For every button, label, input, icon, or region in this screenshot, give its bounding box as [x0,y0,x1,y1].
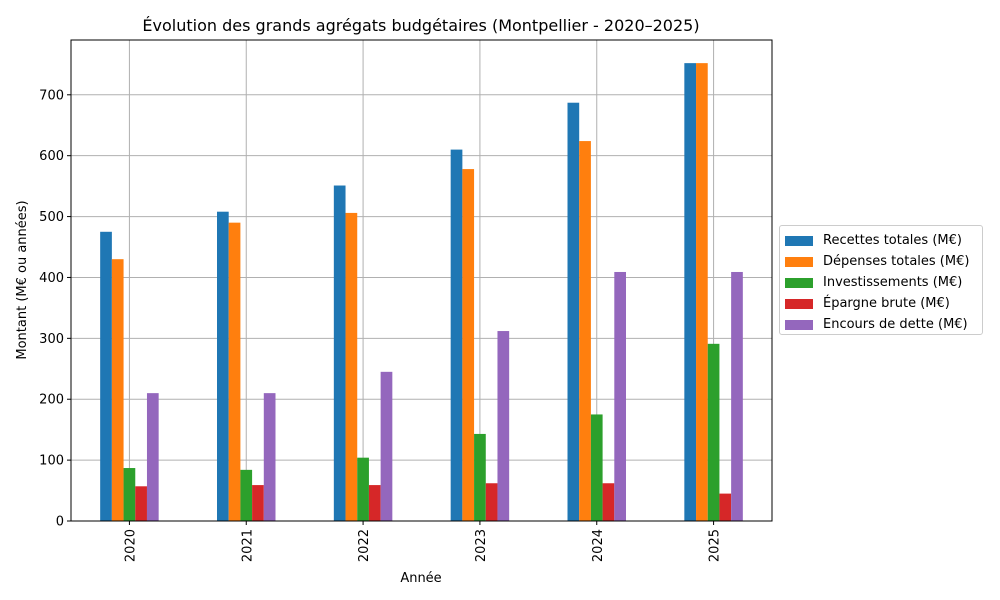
x-tick-label: 2024 [591,529,606,562]
legend-item: Épargne brute (M€) [780,293,982,314]
y-tick-label: 400 [39,271,64,286]
x-tick-label: 2022 [357,529,372,562]
axis-ticks: 0 100 200 300 400 500 600 700 2020 2021 2022 2023 20… [39,88,722,562]
bar-2021-series-4 [252,485,264,521]
bar-2023-series-1 [450,149,463,521]
bar-2024-series-3 [590,414,603,521]
legend-item: Investissements (M€) [780,272,982,293]
bar-2024-series-5 [614,271,626,521]
bar-2020-series-2 [111,259,124,521]
bar-2024-series-1 [567,102,580,522]
x-tick-label: 2023 [474,529,489,562]
x-axis-label: Année [400,571,441,586]
y-tick-label: 700 [39,88,64,103]
y-tick-label: 500 [39,210,64,225]
grid-lines [71,40,772,522]
x-tick-label: 2021 [240,529,255,562]
legend-item: Encours de dette (M€) [780,314,982,335]
chart-legend: Recettes totales (M€) Dépenses totales (M… [779,225,983,335]
bar-2020-series-1 [100,231,112,521]
x-tick-label: 2020 [123,529,138,562]
bar-2022-series-4 [368,485,381,521]
bar-2025-series-2 [696,63,708,521]
legend-label: Recettes totales (M€) [823,233,962,248]
y-tick-label: 600 [39,149,64,164]
y-tick-label: 100 [39,454,64,469]
bar-2025-series-1 [684,63,697,521]
bar-2025-series-4 [719,493,732,521]
bar-2021-series-1 [217,211,229,521]
legend-swatch [785,298,813,309]
bar-2020-series-5 [146,393,159,521]
y-axis-label: Montant (M€ ou années) [15,200,30,359]
legend-swatch [785,319,813,330]
chart-title: Évolution des grands agrégats budgétaire… [142,16,699,35]
legend-item: Recettes totales (M€) [780,230,982,251]
legend-label: Encours de dette (M€) [823,317,968,332]
legend-label: Investissements (M€) [823,275,963,290]
legend-swatch [785,256,813,267]
bar-2022-series-3 [357,457,369,521]
bar-2023-series-3 [474,433,486,521]
legend-label: Dépenses totales (M€) [823,254,970,269]
bar-2024-series-4 [602,483,615,521]
bar-2023-series-4 [485,483,498,521]
bar-2023-series-5 [497,331,510,521]
bar-2021-series-5 [263,393,276,521]
bar-2022-series-2 [345,212,358,522]
bar-2020-series-3 [123,468,136,521]
bar-2022-series-1 [333,185,346,522]
y-tick-label: 0 [56,515,64,530]
y-tick-label: 300 [39,332,64,347]
bar-2021-series-3 [240,469,253,521]
bars [100,63,743,522]
plot-frame [70,39,773,522]
y-tick-label: 200 [39,393,64,408]
bar-2021-series-2 [228,222,241,521]
bar-2022-series-5 [380,371,393,521]
bar-2025-series-5 [731,271,743,521]
bar-2023-series-2 [462,169,475,521]
x-tick-label: 2025 [708,529,723,562]
bar-2020-series-4 [135,486,147,521]
legend-item: Dépenses totales (M€) [780,251,982,272]
legend-swatch [785,235,813,246]
legend-label: Épargne brute (M€) [823,296,950,311]
bar-2024-series-2 [579,141,591,521]
bar-2025-series-3 [707,343,720,521]
legend-swatch [785,277,813,288]
